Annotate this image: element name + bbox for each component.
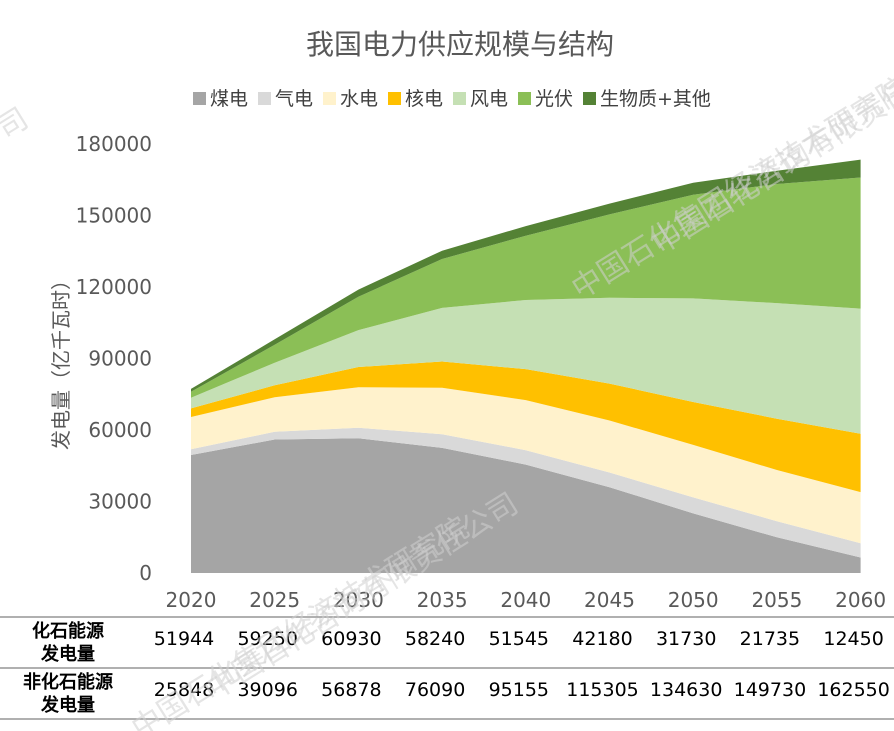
y-tick-label: 90000 xyxy=(88,347,152,371)
table-cell: 21735 xyxy=(740,628,800,650)
legend-item: 光伏 xyxy=(518,88,573,110)
area-series-3 xyxy=(191,361,861,493)
x-tick-label: 2040 xyxy=(500,588,551,612)
chart-title: 我国电力供应规模与结构 xyxy=(306,28,614,61)
table-cell: 51545 xyxy=(489,628,549,650)
x-tick-label: 2045 xyxy=(584,588,635,612)
plot-area xyxy=(191,159,861,573)
x-tick-label: 2060 xyxy=(835,588,886,612)
legend-item: 风电 xyxy=(453,88,508,110)
table-cell: 115305 xyxy=(566,679,639,701)
area-series-5 xyxy=(191,177,861,398)
y-tick-label: 30000 xyxy=(88,490,152,514)
table-cell: 42180 xyxy=(572,628,632,650)
table-cell: 31730 xyxy=(656,628,716,650)
x-tick-label: 2050 xyxy=(668,588,719,612)
table-cell: 95155 xyxy=(489,679,549,701)
area-series-4 xyxy=(191,297,861,434)
table-cell: 60930 xyxy=(321,628,381,650)
table-cell: 51944 xyxy=(154,628,214,650)
y-tick-label: 150000 xyxy=(76,204,152,228)
legend-swatch xyxy=(258,92,271,105)
x-axis: 2020 2025 2030 2035 2040 2045 2050 2055 2060 xyxy=(166,588,887,612)
legend-label: 气电 xyxy=(275,88,313,110)
legend-item: 水电 xyxy=(323,88,378,110)
table-cell: 12450 xyxy=(823,628,883,650)
legend-label: 煤电 xyxy=(210,88,248,110)
legend-label: 生物质+其他 xyxy=(600,88,711,110)
row-label: 化石能源 xyxy=(32,620,104,642)
legend-swatch xyxy=(193,92,206,105)
legend-item: 生物质+其他 xyxy=(583,88,711,110)
x-tick-label: 2020 xyxy=(166,588,217,612)
x-tick-label: 2025 xyxy=(249,588,300,612)
row-label: 发电量 xyxy=(40,643,95,665)
legend-swatch xyxy=(518,92,531,105)
legend-label: 光伏 xyxy=(535,88,573,110)
table-cell: 134630 xyxy=(650,679,723,701)
row-label: 非化石能源 xyxy=(23,671,113,693)
y-tick-label: 60000 xyxy=(88,418,152,442)
legend: 煤电 气电 水电 核电 风电 光伏 生物质+其他 xyxy=(193,88,711,110)
table-cell: 149730 xyxy=(734,679,807,701)
legend-label: 核电 xyxy=(405,88,443,110)
legend-swatch xyxy=(453,92,466,105)
legend-item: 气电 xyxy=(258,88,313,110)
legend-swatch xyxy=(388,92,401,105)
table-cell: 76090 xyxy=(405,679,465,701)
area-series-1 xyxy=(191,427,861,558)
y-axis: 0 30000 60000 90000 120000 150000 180000 xyxy=(76,132,152,585)
area-series-2 xyxy=(191,387,861,544)
table-cell: 59250 xyxy=(237,628,297,650)
legend-item: 煤电 xyxy=(193,88,248,110)
table-cell: 56878 xyxy=(321,679,381,701)
legend-label: 风电 xyxy=(470,88,508,110)
area-series-0 xyxy=(191,438,861,573)
x-tick-label: 2055 xyxy=(751,588,802,612)
y-tick-label: 0 xyxy=(139,561,152,585)
table-cell: 58240 xyxy=(405,628,465,650)
table-cell: 25848 xyxy=(154,679,214,701)
row-label: 发电量 xyxy=(40,694,95,716)
table-cell: 162550 xyxy=(817,679,890,701)
legend-swatch xyxy=(583,92,596,105)
table-cell: 39096 xyxy=(237,679,297,701)
x-tick-label: 2035 xyxy=(417,588,468,612)
x-tick-label: 2030 xyxy=(333,588,384,612)
y-axis-label: 发电量（亿千瓦时） xyxy=(49,270,73,450)
legend-swatch xyxy=(323,92,336,105)
legend-label: 水电 xyxy=(340,88,378,110)
watermark-text: 司 xyxy=(0,101,35,147)
y-tick-label: 180000 xyxy=(76,132,152,156)
y-tick-label: 120000 xyxy=(76,275,152,299)
legend-item: 核电 xyxy=(388,88,443,110)
